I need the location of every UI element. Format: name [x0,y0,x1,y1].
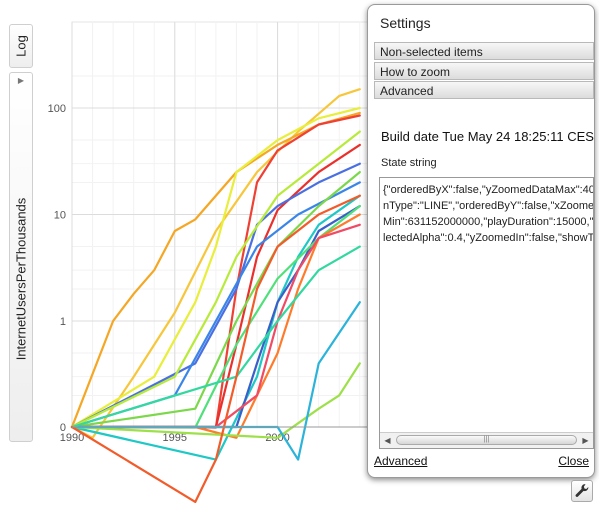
y-tick-label: 100 [48,103,66,115]
state-string-label: State string [381,157,437,169]
close-link[interactable]: Close [558,454,589,468]
wrench-button[interactable] [571,480,593,502]
section-non-selected-items[interactable]: Non-selected items [374,42,594,60]
state-string-textarea[interactable]: {"orderedByX":false,"yZoomedDataMax":40 … [379,177,594,449]
series-line [70,130,361,429]
wrench-icon [575,484,589,497]
scroll-right-icon[interactable]: ▶ [582,436,589,445]
state-line: Min":631152000000,"playDuration":15000,"… [383,216,594,228]
x-tick-label: 1990 [60,432,84,444]
y-axis-selector[interactable]: ▶ InternetUsersPerThousands [9,72,33,442]
chevron-right-icon: ▶ [17,76,25,85]
state-line: lectedAlpha":0.4,"yZoomedIn":false,"show… [383,232,594,244]
y-tick-label: 10 [54,210,66,222]
state-line: {"orderedByX":false,"yZoomedDataMax":40 [383,184,594,196]
series-line [70,171,361,429]
log-scale-button[interactable]: Log [9,24,33,68]
settings-title: Settings [380,15,431,31]
series-line [70,106,361,429]
section-how-to-zoom[interactable]: How to zoom [374,62,594,80]
state-line: nType":"LINE","orderedByY":false,"xZoome [383,200,594,212]
build-date: Build date Tue May 24 18:25:11 CES [381,129,594,144]
series-line [70,111,361,429]
horizontal-scrollbar[interactable]: ◀ ||| ▶ [380,432,593,448]
scroll-thumb[interactable]: ||| [396,435,577,445]
y-tick-label: 1 [60,316,66,328]
x-tick-label: 1995 [163,432,187,444]
series-line [70,245,361,429]
y-axis-label: InternetUsersPerThousands [13,197,29,361]
series-line [70,194,361,503]
y-tick-label: 0 [60,422,66,434]
series-line [70,362,361,439]
settings-panel: Settings Non-selected items How to zoom … [367,4,595,478]
section-advanced[interactable]: Advanced [374,81,594,99]
log-scale-label: Log [13,35,29,57]
scroll-left-icon[interactable]: ◀ [384,436,391,445]
advanced-link[interactable]: Advanced [374,454,428,468]
